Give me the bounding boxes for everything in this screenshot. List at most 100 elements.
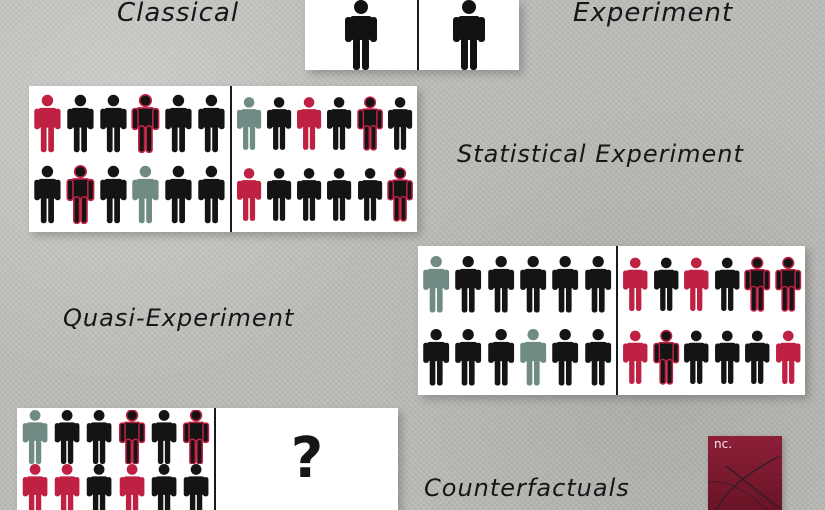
quasi-experiment-panel bbox=[418, 246, 805, 395]
statistical-divider bbox=[230, 86, 232, 232]
person-cell bbox=[31, 159, 64, 230]
person-icon bbox=[487, 255, 514, 313]
person-icon bbox=[67, 94, 94, 153]
person-icon bbox=[54, 410, 80, 464]
person-cell bbox=[116, 464, 148, 510]
person-icon bbox=[652, 329, 679, 385]
experiment-label: Experiment bbox=[573, 0, 734, 28]
person-cell bbox=[517, 248, 549, 321]
logo-box: nc. bbox=[708, 436, 782, 510]
person-cell bbox=[97, 159, 130, 230]
person-cell bbox=[180, 464, 212, 510]
question-mark: ? bbox=[290, 426, 324, 491]
classical-left-person-cell bbox=[305, 0, 417, 70]
counterfactuals-panel: ? bbox=[17, 408, 398, 510]
person-cell bbox=[180, 410, 212, 464]
person-cell bbox=[420, 248, 452, 321]
person-icon bbox=[584, 328, 611, 386]
person-cell bbox=[355, 159, 385, 230]
person-cell bbox=[129, 159, 162, 230]
person-cell bbox=[773, 248, 804, 321]
classical-label: Classical bbox=[117, 0, 240, 28]
person-icon bbox=[297, 97, 322, 150]
statistical-right-grid bbox=[234, 88, 415, 230]
person-cell bbox=[195, 159, 228, 230]
person-cell bbox=[294, 88, 324, 159]
person-cell bbox=[420, 321, 452, 394]
person-icon bbox=[714, 330, 739, 384]
person-icon bbox=[453, 0, 485, 70]
person-cell bbox=[97, 88, 130, 159]
quasi-left-grid bbox=[420, 248, 614, 393]
logo-text: nc. bbox=[714, 437, 733, 451]
person-cell bbox=[517, 321, 549, 394]
person-cell bbox=[452, 248, 484, 321]
person-cell bbox=[452, 321, 484, 394]
person-cell bbox=[712, 248, 743, 321]
person-cell bbox=[116, 410, 148, 464]
person-icon bbox=[387, 167, 413, 222]
person-icon bbox=[237, 97, 262, 150]
person-cell bbox=[294, 159, 324, 230]
person-icon bbox=[455, 328, 482, 386]
person-cell bbox=[162, 159, 195, 230]
person-cell bbox=[681, 248, 712, 321]
person-icon bbox=[119, 464, 144, 510]
classical-divider bbox=[417, 0, 419, 70]
person-icon bbox=[34, 94, 61, 153]
logo-graphic bbox=[708, 455, 781, 510]
person-icon bbox=[297, 168, 322, 221]
person-icon bbox=[584, 255, 611, 313]
person-icon bbox=[775, 330, 800, 384]
person-icon bbox=[87, 464, 112, 510]
quasi-right-grid bbox=[620, 248, 803, 393]
person-icon bbox=[552, 255, 579, 313]
person-cell bbox=[742, 321, 773, 394]
person-icon bbox=[198, 165, 225, 224]
person-cell bbox=[83, 464, 115, 510]
person-cell bbox=[681, 321, 712, 394]
person-cell bbox=[264, 88, 294, 159]
person-cell bbox=[19, 410, 51, 464]
person-icon bbox=[66, 164, 95, 225]
person-cell bbox=[485, 321, 517, 394]
person-icon bbox=[267, 97, 292, 150]
counterfactuals-left-grid bbox=[19, 410, 212, 510]
person-icon bbox=[745, 330, 770, 384]
classical-right-person-cell bbox=[419, 0, 519, 70]
person-cell bbox=[742, 248, 773, 321]
person-icon bbox=[183, 464, 209, 510]
person-cell bbox=[485, 248, 517, 321]
person-icon bbox=[165, 94, 192, 153]
statistical-experiment-panel bbox=[29, 86, 417, 232]
person-icon bbox=[151, 410, 177, 464]
person-icon bbox=[552, 328, 579, 386]
person-cell bbox=[355, 88, 385, 159]
person-icon bbox=[684, 257, 709, 311]
person-icon bbox=[99, 94, 127, 153]
counterfactuals-divider bbox=[214, 408, 216, 510]
counterfactuals-right-area: ? bbox=[216, 408, 398, 510]
person-cell bbox=[51, 410, 83, 464]
person-icon bbox=[99, 165, 127, 224]
person-cell bbox=[620, 248, 651, 321]
person-cell bbox=[385, 159, 415, 230]
person-cell bbox=[31, 88, 64, 159]
counterfactuals-label: Counterfactuals bbox=[424, 474, 630, 502]
person-cell bbox=[51, 464, 83, 510]
person-cell bbox=[651, 321, 682, 394]
person-icon bbox=[684, 330, 709, 384]
person-icon bbox=[182, 410, 210, 464]
person-cell bbox=[385, 88, 415, 159]
statistical-experiment-label: Statistical Experiment bbox=[457, 140, 744, 168]
person-icon bbox=[623, 330, 648, 384]
person-cell bbox=[324, 159, 354, 230]
person-cell bbox=[19, 464, 51, 510]
person-icon bbox=[118, 410, 145, 464]
person-cell bbox=[64, 88, 97, 159]
person-icon bbox=[198, 94, 225, 153]
person-icon bbox=[387, 97, 412, 150]
person-cell bbox=[773, 321, 804, 394]
person-cell bbox=[148, 464, 180, 510]
person-icon bbox=[87, 410, 112, 464]
